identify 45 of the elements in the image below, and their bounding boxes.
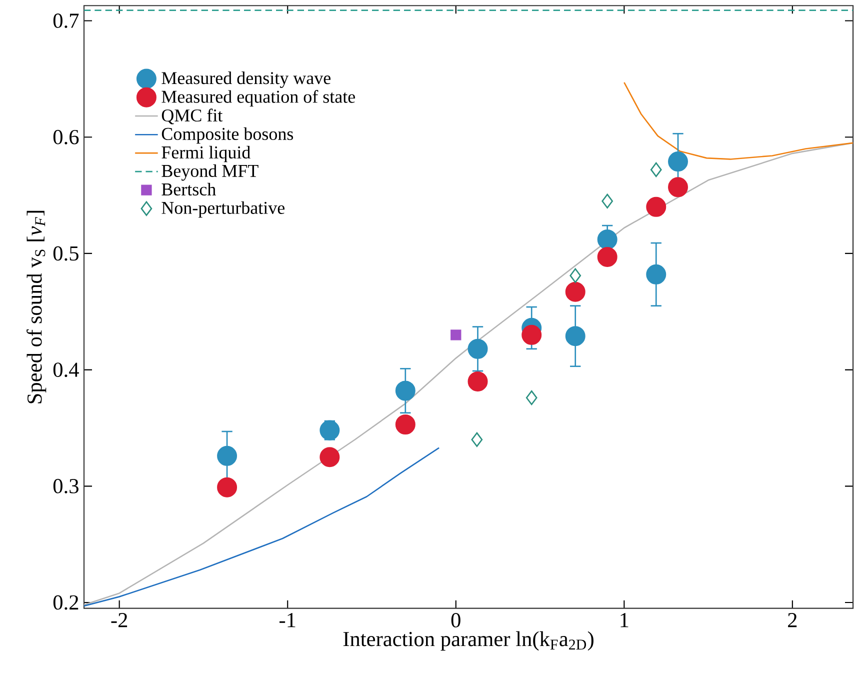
point — [468, 338, 488, 359]
x-tick-label: 2 — [788, 613, 797, 628]
line-series — [84, 447, 440, 607]
point — [320, 420, 340, 440]
point — [450, 330, 462, 340]
x-tick-label: 0 — [451, 613, 460, 628]
text: Speed of sound v$_{S}$ [v$_{F}$] — [26, 210, 46, 404]
y-tick-label: 0.2 — [53, 595, 78, 610]
point — [565, 326, 586, 346]
point — [217, 477, 238, 498]
point — [526, 390, 538, 406]
point — [395, 380, 416, 401]
x-tick-label: -1 — [280, 613, 296, 628]
legend-label: Measured density wave — [162, 72, 330, 88]
legend-label: Measured equation of state — [162, 90, 355, 107]
legend-label: Beyond MFT — [162, 164, 258, 181]
x-tick-label: -2 — [111, 613, 128, 628]
point — [320, 447, 340, 468]
legend-label: Non-perturbative — [162, 201, 285, 218]
y-tick-label: 0.3 — [53, 478, 78, 494]
point — [668, 152, 688, 172]
point — [395, 414, 416, 434]
point — [602, 194, 613, 208]
point — [471, 432, 483, 447]
legend-label: Composite bosons — [162, 127, 294, 144]
legend-label: Fermi liquid — [162, 146, 250, 162]
y-tick-label: 0.7 — [53, 14, 79, 28]
point — [668, 177, 688, 198]
y-tick-label: 0.5 — [53, 246, 78, 261]
point — [217, 446, 238, 466]
legend-label: Bertsch — [162, 182, 216, 196]
x-tick-label: 1 — [620, 613, 628, 628]
point — [597, 230, 618, 250]
x-axis-title: Interaction paramer ln(k$_{F}$a$_{2D}$) — [343, 631, 594, 651]
point — [565, 282, 586, 302]
y-tick-label: 0.4 — [53, 362, 79, 378]
point — [522, 324, 542, 345]
point — [570, 268, 582, 283]
point — [468, 371, 488, 392]
y-tick-label: 0.6 — [53, 130, 79, 144]
legend-label: QMC fit — [162, 108, 223, 124]
point — [650, 162, 662, 178]
point — [646, 196, 666, 217]
point — [597, 246, 618, 267]
point — [646, 264, 666, 284]
